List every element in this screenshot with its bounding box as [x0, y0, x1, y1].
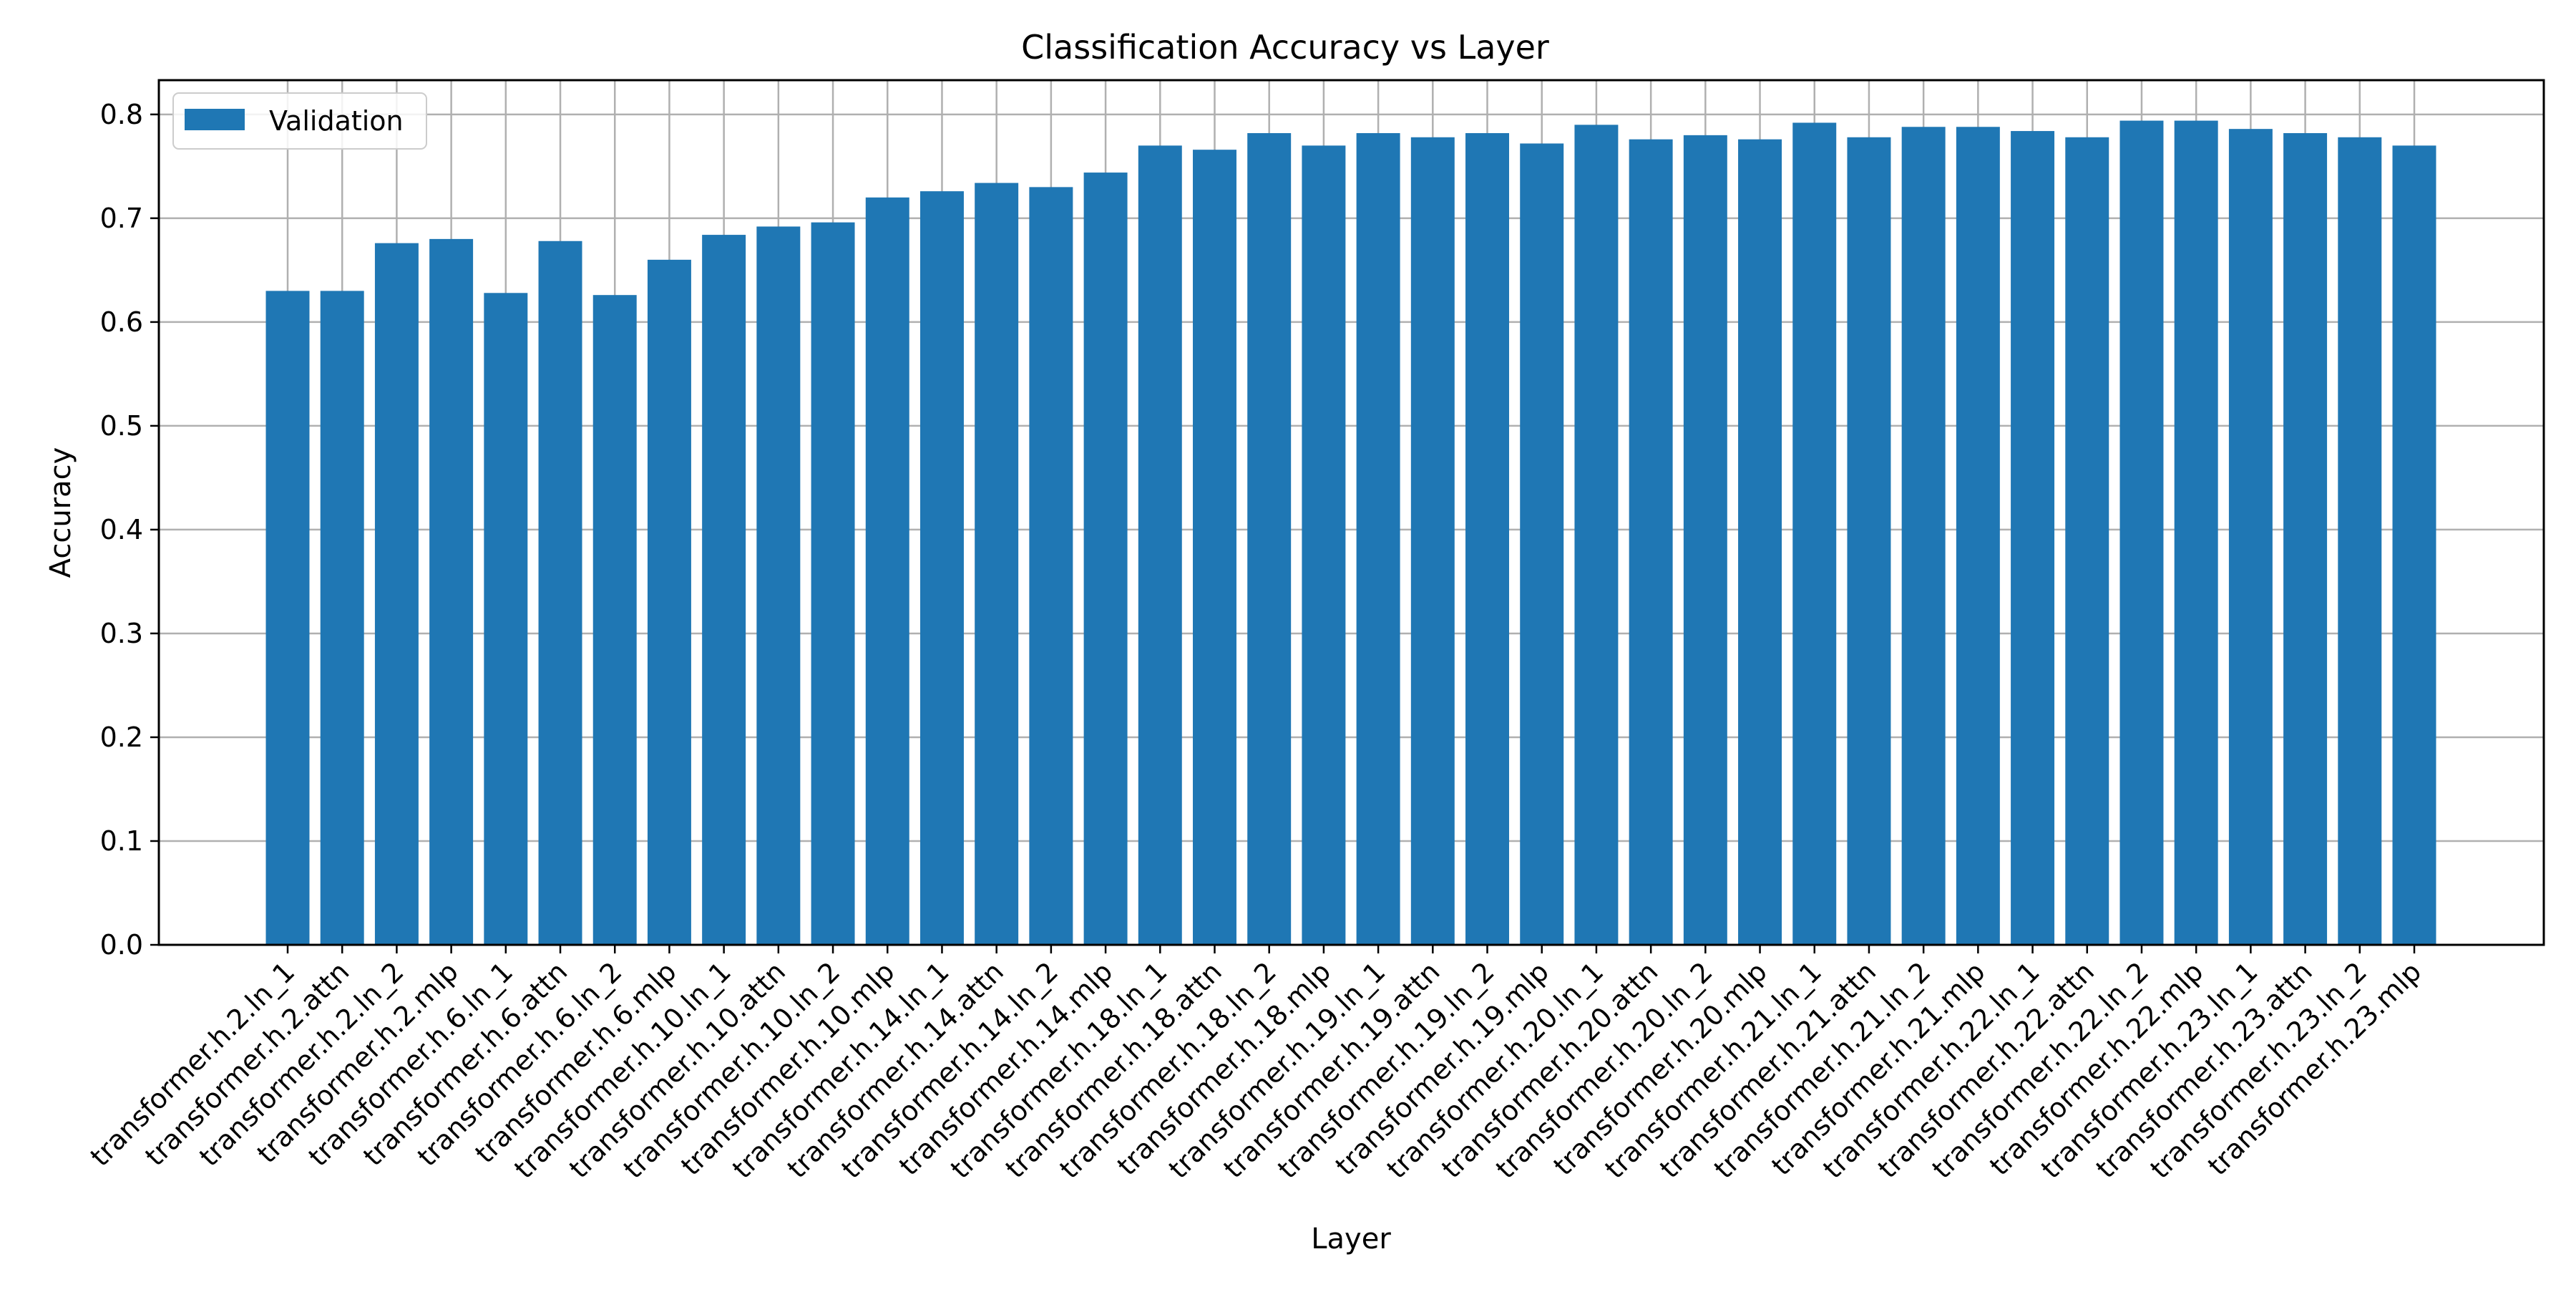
- y-tick-label: 0.3: [100, 618, 143, 649]
- y-tick-label: 0.6: [100, 306, 143, 338]
- y-tick-label: 0.0: [100, 929, 143, 961]
- bar-transformer.h.18.ln_2: [1247, 132, 1292, 945]
- bar-transformer.h.6.mlp: [647, 259, 691, 945]
- bar-transformer.h.20.attn: [1629, 139, 1673, 945]
- bar-transformer.h.6.attn: [538, 241, 582, 945]
- bar-transformer.h.19.mlp: [1520, 143, 1564, 946]
- bar-transformer.h.19.ln_1: [1356, 132, 1400, 945]
- bar-transformer.h.18.ln_1: [1138, 145, 1182, 946]
- x-ticks: transformer.h.2.ln_1transformer.h.2.attn…: [84, 945, 2427, 1185]
- bar-transformer.h.22.ln_1: [2011, 131, 2055, 945]
- bar-transformer.h.14.ln_1: [919, 191, 964, 945]
- axes: [157, 79, 2545, 946]
- bar-transformer.h.10.mlp: [865, 197, 909, 945]
- bar-transformer.h.23.ln_2: [2338, 137, 2382, 946]
- bar-transformer.h.2.attn: [320, 291, 364, 945]
- bar-transformer.h.10.attn: [756, 226, 801, 945]
- bar-transformer.h.10.ln_1: [702, 235, 746, 945]
- bar-transformer.h.10.ln_2: [811, 222, 855, 945]
- bar-transformer.h.21.ln_2: [1901, 127, 1946, 946]
- bars: [265, 120, 2436, 946]
- y-tick-label: 0.5: [100, 410, 143, 442]
- bar-transformer.h.18.attn: [1193, 150, 1236, 945]
- y-tick-label: 0.7: [100, 203, 143, 234]
- bar-transformer.h.21.attn: [1847, 137, 1891, 946]
- y-ticks: 0.0 0.1 0.2 0.3 0.4 0.5 0.6 0.7 0.8: [100, 99, 159, 961]
- bar-transformer.h.23.attn: [2283, 132, 2328, 945]
- bar-transformer.h.19.ln_2: [1465, 132, 1509, 945]
- bar-transformer.h.20.mlp: [1738, 139, 1782, 945]
- bar-transformer.h.21.mlp: [1956, 127, 2000, 946]
- bar-transformer.h.22.mlp: [2174, 120, 2218, 946]
- y-tick-label: 0.8: [100, 99, 143, 130]
- legend-label: Validation: [269, 105, 404, 137]
- bar-transformer.h.22.ln_2: [2119, 120, 2164, 946]
- bar-transformer.h.6.ln_2: [592, 295, 637, 946]
- bar-transformer.h.22.attn: [2065, 137, 2109, 946]
- bar-transformer.h.23.ln_1: [2228, 129, 2273, 946]
- y-tick-label: 0.4: [100, 514, 143, 545]
- bar-transformer.h.2.ln_2: [374, 243, 419, 945]
- plot-frame: [157, 79, 2545, 946]
- bar-transformer.h.20.ln_1: [1574, 125, 1619, 945]
- bar-transformer.h.2.mlp: [429, 238, 474, 945]
- bar-transformer.h.2.ln_1: [265, 291, 310, 945]
- bar-transformer.h.23.mlp: [2392, 145, 2436, 946]
- legend: Validation: [172, 92, 427, 150]
- y-tick-label: 0.2: [100, 722, 143, 753]
- bar-transformer.h.21.ln_1: [1792, 122, 1837, 945]
- bar-transformer.h.14.mlp: [1083, 173, 1128, 945]
- chart-title: Classification Accuracy vs Layer: [1021, 28, 1549, 67]
- bar-transformer.h.14.attn: [975, 183, 1019, 945]
- bar-transformer.h.14.ln_2: [1029, 187, 1073, 946]
- bar-transformer.h.18.mlp: [1302, 145, 1346, 946]
- x-axis-label: Layer: [1311, 1223, 1391, 1255]
- bar-transformer.h.19.attn: [1410, 137, 1455, 946]
- bar-transformer.h.6.ln_1: [484, 293, 528, 945]
- y-tick-label: 0.1: [100, 825, 143, 857]
- bar-transformer.h.20.ln_2: [1683, 135, 1727, 946]
- legend-frame: [172, 92, 427, 150]
- legend-swatch: [185, 109, 245, 130]
- y-axis-label: Accuracy: [44, 447, 77, 578]
